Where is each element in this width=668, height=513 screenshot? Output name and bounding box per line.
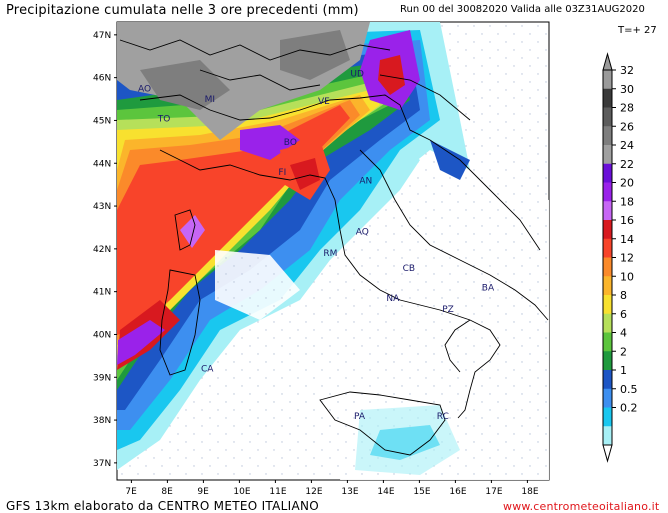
lat-label: 39N xyxy=(93,373,111,383)
legend-label: 28 xyxy=(620,102,634,115)
legend-swatch xyxy=(603,182,612,202)
city-label-ca: CA xyxy=(201,365,214,375)
lat-label: 38N xyxy=(93,416,111,426)
legend-label: 32 xyxy=(620,64,634,77)
legend-swatch xyxy=(603,126,612,146)
legend-label: 2 xyxy=(620,345,627,358)
forecast-step: T=+ 27 xyxy=(618,25,657,36)
legend-label: 18 xyxy=(620,195,634,208)
legend-swatch xyxy=(603,70,612,90)
city-label-pz: PZ xyxy=(442,305,454,315)
lon-label: 8E xyxy=(161,487,173,497)
model-credit: GFS 13km elaborato da CENTRO METEO ITALI… xyxy=(6,499,319,513)
coastlines xyxy=(119,39,549,456)
city-label-ao: AO xyxy=(138,84,151,94)
lon-label: 12E xyxy=(305,487,322,497)
legend-swatch xyxy=(603,107,612,127)
legend-label: 1 xyxy=(620,364,627,377)
legend-label: 0.5 xyxy=(620,383,638,396)
city-label-ve: VE xyxy=(318,97,330,107)
precipitation-field xyxy=(117,22,549,480)
city-label-fi: FI xyxy=(278,168,286,178)
legend-label: 8 xyxy=(620,289,627,302)
city-label-bo: BO xyxy=(284,138,297,148)
legend-label: 30 xyxy=(620,83,634,96)
legend-swatch xyxy=(603,145,612,165)
legend-label: 12 xyxy=(620,252,634,265)
lon-label: 14E xyxy=(377,487,394,497)
lon-label: 15E xyxy=(413,487,430,497)
lon-label: 17E xyxy=(485,487,502,497)
legend-swatch xyxy=(603,220,612,240)
city-label-cb: CB xyxy=(403,264,415,274)
lat-label: 37N xyxy=(93,459,111,469)
legend-label: 6 xyxy=(620,308,627,321)
legend-arrow-bottom xyxy=(602,444,613,463)
legend-swatch xyxy=(603,426,612,446)
legend-label: 0.2 xyxy=(620,402,638,415)
legend-label: 4 xyxy=(620,327,627,340)
city-label-to: TO xyxy=(157,114,171,124)
lon-label: 11E xyxy=(269,487,286,497)
legend-swatch xyxy=(603,238,612,258)
lat-label: 47N xyxy=(93,31,111,41)
legend-swatch xyxy=(603,388,612,408)
lon-label: 18E xyxy=(521,487,538,497)
legend-label: 22 xyxy=(620,158,634,171)
city-label-pa: PA xyxy=(354,412,366,422)
lat-label: 42N xyxy=(93,245,111,255)
city-label-mi: MI xyxy=(205,95,215,105)
legend-swatch xyxy=(603,88,612,108)
legend-swatch xyxy=(603,201,612,221)
city-label-na: NA xyxy=(386,294,400,304)
legend-label: 16 xyxy=(620,214,634,227)
longitude-labels: 7E 8E 9E 10E 11E 12E 13E 14E 15E 16E 17E 18E xyxy=(125,480,539,497)
city-label-ud: UD xyxy=(350,69,364,79)
lon-label: 9E xyxy=(197,487,209,497)
city-label-an: AN xyxy=(359,176,372,186)
run-info: Run 00 del 30082020 Valida alle 03Z31AUG… xyxy=(400,4,645,15)
lat-label: 41N xyxy=(93,288,111,298)
legend-swatch xyxy=(603,407,612,427)
city-label-ba: BA xyxy=(482,283,495,293)
website-link[interactable]: www.centrometeoitaliano.it xyxy=(503,500,660,513)
lat-label: 44N xyxy=(93,159,111,169)
latitude-labels: 47N 46N 45N 44N 43N 42N 41N 40N 39N 38N 37N xyxy=(93,31,117,469)
legend-swatch xyxy=(603,163,612,183)
lat-label: 40N xyxy=(93,330,111,340)
legend-swatch xyxy=(603,276,612,296)
legend-swatch xyxy=(603,351,612,371)
legend-swatch xyxy=(603,370,612,390)
legend-swatch xyxy=(603,295,612,315)
city-label-aq: AQ xyxy=(356,228,369,238)
city-labels: TO MI AO VE UD BO FI AN AQ RM CB BA NA PZ CA PA RC xyxy=(138,69,495,421)
lon-label: 13E xyxy=(341,487,358,497)
lat-label: 46N xyxy=(93,74,111,84)
legend-label: 26 xyxy=(620,120,634,133)
legend-swatch xyxy=(603,313,612,333)
legend-label: 14 xyxy=(620,233,634,246)
legend-swatch xyxy=(603,257,612,277)
lat-label: 45N xyxy=(93,116,111,126)
lon-label: 16E xyxy=(449,487,466,497)
legend-swatch xyxy=(603,332,612,352)
city-label-rm: RM xyxy=(323,249,337,259)
legend-arrow-top xyxy=(602,52,613,71)
lon-label: 7E xyxy=(125,487,137,497)
legend-label: 24 xyxy=(620,139,634,152)
city-label-rc: RC xyxy=(437,412,449,422)
legend-label: 10 xyxy=(620,270,634,283)
page-title: Precipitazione cumulata nelle 3 ore prec… xyxy=(6,3,359,18)
legend-label: 20 xyxy=(620,177,634,190)
lat-label: 43N xyxy=(93,202,111,212)
lon-label: 10E xyxy=(233,487,250,497)
